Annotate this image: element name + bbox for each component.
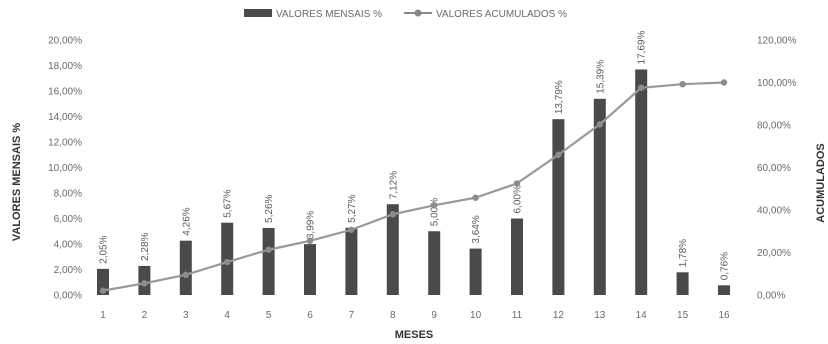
cumulative-line <box>102 81 725 292</box>
x-tick-label: 14 <box>636 310 648 321</box>
right-tick-label: 20,00% <box>757 248 791 259</box>
left-tick-label: 8,00% <box>54 189 82 200</box>
bar-data-label: 2,28% <box>140 232 151 260</box>
line-series <box>99 79 728 294</box>
left-tick-label: 12,00% <box>48 138 82 149</box>
line-point <box>555 151 562 158</box>
bar <box>262 227 275 295</box>
chart-legend: VALORES MENSAIS % VALORES ACUMULADOS % <box>244 9 567 20</box>
bar <box>386 204 399 295</box>
x-tick-label: 7 <box>349 310 355 321</box>
bar <box>718 285 730 295</box>
line-point <box>182 271 189 279</box>
bar-data-label: 5,67% <box>223 189 234 217</box>
x-tick-label: 10 <box>470 310 482 321</box>
right-tick-label: 0,00% <box>757 291 785 302</box>
left-tick-label: 20,00% <box>48 36 82 47</box>
line-point <box>224 258 231 266</box>
bar <box>428 231 441 295</box>
bar-data-label: 7,12% <box>388 171 399 199</box>
line-point <box>513 180 521 187</box>
bar <box>345 227 358 295</box>
left-axis-title: VALORES MENSAIS % <box>11 123 23 242</box>
line-point <box>720 79 728 86</box>
line-point <box>638 84 645 92</box>
legend-swatch-marker <box>414 9 422 17</box>
line-point <box>141 280 148 287</box>
bar-data-label: 4,26% <box>181 207 192 235</box>
bar <box>304 244 316 295</box>
right-tick-label: 60,00% <box>757 163 791 174</box>
bar-data-label: 5,00% <box>430 198 441 226</box>
legend-label-mensais: VALORES MENSAIS % <box>276 9 382 20</box>
bar <box>221 222 234 295</box>
bar-data-label: 6,00% <box>513 185 524 213</box>
x-tick-label: 15 <box>677 310 689 321</box>
left-tick-label: 2,00% <box>54 265 82 276</box>
bar-data-labels: 2,05% 2,28% 4,26% 5,67% 5,26% 3,99% 5,27% 7,12%… <box>99 30 731 280</box>
legend-swatch-bar <box>244 9 272 17</box>
line-point <box>265 246 272 253</box>
left-tick-label: 10,00% <box>48 163 82 174</box>
line-point <box>431 202 438 209</box>
left-axis-ticks: 0,00% 2,00% 4,00% 6,00% 8,00% 10,00% 12,00% 14,… <box>48 36 82 302</box>
left-tick-label: 0,00% <box>54 291 82 302</box>
bar-data-label: 13,79% <box>554 80 565 114</box>
bar-data-label: 1,78% <box>678 239 689 267</box>
left-tick-label: 18,00% <box>48 61 82 72</box>
x-tick-label: 1 <box>100 310 106 321</box>
x-tick-label: 4 <box>224 310 230 321</box>
bar <box>635 69 648 295</box>
bar <box>97 268 109 295</box>
line-point <box>99 287 107 294</box>
x-tick-label: 2 <box>142 310 148 321</box>
bar <box>179 240 192 295</box>
right-tick-label: 100,00% <box>757 78 797 89</box>
x-axis-title: MESES <box>395 329 434 341</box>
right-tick-label: 120,00% <box>757 36 797 47</box>
x-tick-label: 16 <box>718 310 730 321</box>
bar <box>552 119 565 296</box>
left-tick-label: 16,00% <box>48 87 82 98</box>
bar-data-label: 3,99% <box>306 211 317 239</box>
right-axis-ticks: 0,00% 20,00% 40,00% 60,00% 80,00% 100,00% 120,… <box>757 36 797 302</box>
bar-data-label: 0,76% <box>720 252 731 280</box>
bar-data-label: 3,64% <box>471 215 482 243</box>
bar <box>676 272 689 295</box>
x-tick-label: 6 <box>307 310 313 321</box>
right-tick-label: 40,00% <box>757 206 791 217</box>
x-tick-label: 3 <box>183 310 189 321</box>
left-tick-label: 4,00% <box>54 240 82 251</box>
bar-series <box>97 69 730 296</box>
x-tick-label: 13 <box>594 310 606 321</box>
bar <box>593 98 606 295</box>
line-point <box>389 211 396 218</box>
left-tick-label: 14,00% <box>48 112 82 123</box>
x-tick-label: 8 <box>390 310 396 321</box>
legend-label-acumulados: VALORES ACUMULADOS % <box>436 9 567 20</box>
bar-data-label: 5,27% <box>347 194 358 222</box>
bar-data-label: 2,05% <box>99 235 110 263</box>
bar-data-label: 15,39% <box>595 60 606 94</box>
line-point <box>348 226 355 233</box>
line-point <box>306 237 314 245</box>
bar-data-label: 17,69% <box>637 30 648 64</box>
x-tick-label: 12 <box>553 310 565 321</box>
right-axis-title: ACUMULADOS <box>815 143 827 222</box>
bar <box>469 248 482 295</box>
x-axis-ticks: 1 2 3 4 5 6 7 8 9 10 11 12 13 14 15 16 <box>100 310 730 321</box>
bar <box>511 218 523 295</box>
line-point <box>596 121 603 128</box>
right-tick-label: 80,00% <box>757 121 791 132</box>
x-tick-label: 9 <box>431 310 437 321</box>
line-point <box>679 81 686 88</box>
line-point <box>472 194 479 201</box>
left-tick-label: 6,00% <box>54 214 82 225</box>
bar-data-label: 5,26% <box>264 194 275 222</box>
x-tick-label: 11 <box>512 310 523 321</box>
x-tick-label: 5 <box>266 310 272 321</box>
